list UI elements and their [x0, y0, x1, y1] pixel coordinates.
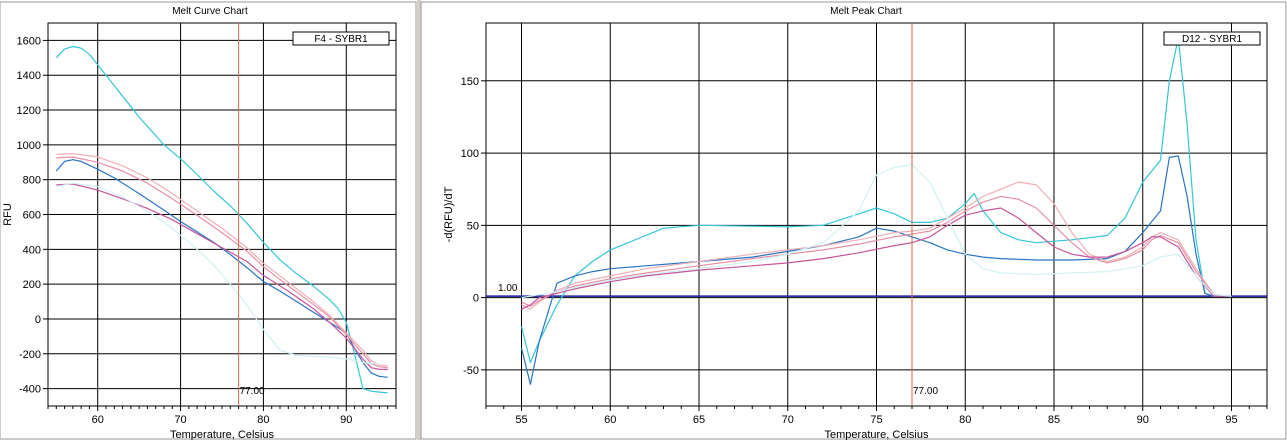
series-line-4[interactable] [521, 195, 1232, 307]
melt-curve-panel: Melt Curve Chart 60 70 80 90 -400 -200 0 200 400… [0, 1, 417, 440]
legend-label: F4 - SYBR1 [314, 34, 368, 45]
x-tick-label: 55 [515, 414, 527, 426]
threshold-label: 1.00 [498, 283, 518, 294]
x-tick-label: 80 [257, 414, 269, 426]
x-tick-label: 70 [782, 414, 794, 426]
y-tick-label: 150 [461, 76, 479, 88]
series-line-6[interactable] [521, 164, 1232, 299]
x-tick-label: 60 [92, 414, 104, 426]
x-tick-label: 60 [604, 414, 616, 426]
x-tick-label: 85 [1048, 414, 1060, 426]
x-tick-label: 75 [870, 414, 882, 426]
series-line-1[interactable] [520, 36, 1232, 364]
x-tick-label: 90 [340, 414, 352, 426]
y-tick-label: 1200 [17, 105, 41, 117]
series-line-5[interactable] [56, 183, 388, 370]
melt-curve-chart: 60 70 80 90 -400 -200 0 200 400 600 800 1000 1200 140… [2, 22, 397, 440]
y-tick-label: 200 [23, 279, 41, 291]
y-tick-label: 50 [467, 220, 479, 232]
y-tick-label: 800 [23, 175, 41, 187]
series-line-3[interactable] [521, 181, 1232, 310]
y-tick-label: 1000 [17, 140, 41, 152]
x-tick-label: 90 [1137, 414, 1149, 426]
series-line-5[interactable] [521, 207, 1232, 310]
x-axis-label: Temperature, Celsius [825, 429, 929, 440]
y-tick-label: 400 [23, 244, 41, 256]
legend-box[interactable] [292, 31, 390, 46]
y-axis-label: -d(RFU)/dT [443, 186, 455, 242]
series-line-4[interactable] [56, 156, 388, 369]
y-tick-label: -50 [463, 365, 479, 377]
melt-peak-panel: Melt Peak Chart 55 60 65 70 75 80 85 90 95 -50 0 50… [420, 1, 1287, 440]
y-axis-label: RFU [2, 203, 14, 226]
splitter-bar[interactable] [417, 0, 421, 440]
melt-peak-chart: 55 60 65 70 75 80 85 90 95 -50 0 50 100 150 Temperatur… [443, 22, 1268, 440]
y-tick-label: 100 [461, 148, 479, 160]
legend-box[interactable] [1163, 31, 1261, 46]
y-tick-label: 1600 [17, 35, 41, 47]
x-axis-label: Temperature, Celsius [170, 429, 274, 440]
y-tick-label: -200 [19, 349, 41, 361]
legend-label: D12 - SYBR1 [1182, 34, 1242, 45]
x-tick-label: 80 [959, 414, 971, 426]
melt-peak-title: Melt Peak Chart [830, 6, 902, 17]
temperature-cursor-label: 77.00 [913, 386, 938, 397]
y-tick-label: 1400 [17, 70, 41, 82]
y-tick-label: -400 [19, 384, 41, 396]
y-tick-label: 600 [23, 210, 41, 222]
series-line-2[interactable] [520, 155, 1232, 385]
y-tick-label: 0 [473, 293, 479, 305]
melt-curve-title: Melt Curve Chart [172, 6, 248, 17]
temperature-cursor-label: 77.00 [240, 386, 265, 397]
x-tick-label: 95 [1225, 414, 1237, 426]
y-tick-label: 0 [35, 314, 41, 326]
series-line-3[interactable] [56, 153, 388, 367]
x-tick-label: 70 [174, 414, 186, 426]
series-group [520, 36, 1232, 385]
x-tick-label: 65 [693, 414, 705, 426]
